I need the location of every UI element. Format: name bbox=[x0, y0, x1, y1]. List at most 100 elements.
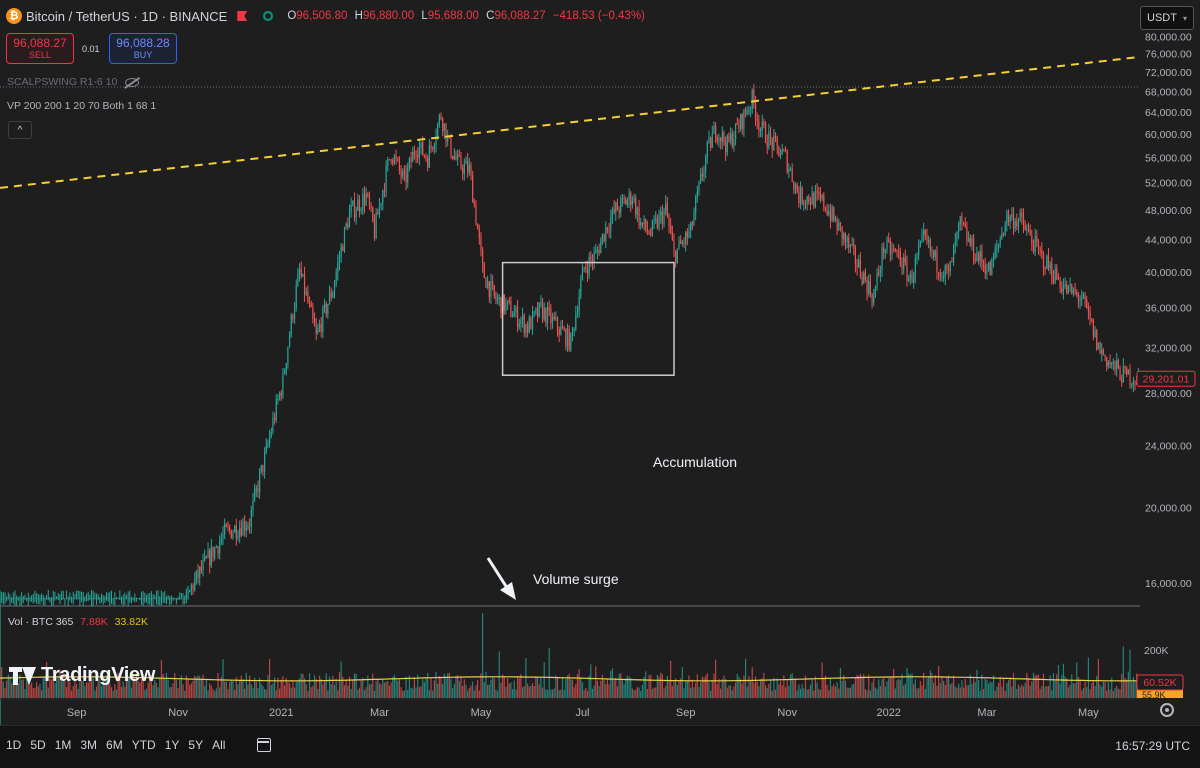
candle bbox=[269, 429, 271, 448]
indicator-volume-profile[interactable]: VP 200 200 1 20 70 Both 1 68 1 bbox=[7, 100, 157, 112]
range-3m[interactable]: 3M bbox=[80, 738, 98, 752]
candle bbox=[255, 484, 257, 498]
candle bbox=[415, 150, 417, 164]
volume-bar bbox=[460, 675, 462, 698]
candle bbox=[808, 194, 810, 205]
flag-icon[interactable] bbox=[237, 11, 248, 21]
volume-bar bbox=[373, 690, 376, 698]
currency-select[interactable]: USDT ▾ bbox=[1140, 6, 1194, 30]
volume-bar bbox=[818, 688, 820, 698]
price-axis[interactable]: 16,000.00 20,000.00 24,000.00 28,000.00 32,0… bbox=[1145, 31, 1192, 590]
range-ytd[interactable]: YTD bbox=[131, 738, 156, 752]
eye-hidden-icon[interactable] bbox=[125, 77, 140, 87]
volume-bar bbox=[194, 675, 196, 698]
volume-bar bbox=[898, 678, 900, 698]
candle bbox=[878, 265, 880, 277]
volume-bar bbox=[833, 684, 835, 698]
candle bbox=[1041, 242, 1043, 260]
candle bbox=[69, 592, 71, 601]
accumulation-box[interactable] bbox=[501, 261, 675, 376]
candle bbox=[530, 315, 532, 330]
volume-bar bbox=[74, 677, 76, 698]
candle bbox=[560, 320, 562, 336]
candle bbox=[858, 254, 860, 268]
candle bbox=[219, 535, 221, 560]
time-axis[interactable]: Sep Nov 2021 Mar May Jul Sep Nov 2022 Mar May bbox=[67, 707, 1100, 719]
volume-bar bbox=[219, 687, 221, 698]
candle bbox=[165, 595, 168, 605]
candle bbox=[430, 140, 432, 153]
volume-bar bbox=[600, 680, 602, 698]
volume-bar bbox=[744, 658, 747, 698]
tradingview-logo[interactable]: TradingView bbox=[9, 664, 155, 687]
utc-clock[interactable]: 16:57:29 UTC bbox=[1115, 739, 1190, 753]
candle bbox=[976, 246, 978, 262]
candle bbox=[605, 221, 607, 249]
indicator-scalpswing[interactable]: SCALPSWING R1-6 10 bbox=[7, 76, 140, 88]
volume-bar bbox=[244, 688, 246, 698]
candle bbox=[693, 207, 695, 226]
volume-bar bbox=[585, 687, 587, 698]
volume-bar bbox=[971, 683, 973, 698]
market-status-icon[interactable] bbox=[263, 11, 274, 21]
volume-bar bbox=[1029, 685, 1031, 698]
range-5d[interactable]: 5D bbox=[30, 738, 46, 752]
candle bbox=[190, 583, 192, 596]
volume-bar bbox=[576, 674, 579, 698]
candle bbox=[806, 195, 808, 211]
volume-bar bbox=[72, 686, 74, 698]
candle bbox=[125, 594, 128, 600]
candle bbox=[192, 583, 194, 595]
volume-bar bbox=[859, 673, 862, 698]
volume-bar bbox=[957, 683, 960, 698]
trendline[interactable] bbox=[0, 55, 1141, 189]
volume-bar bbox=[54, 682, 56, 698]
volume-bar bbox=[508, 683, 510, 698]
range-1d[interactable]: 1D bbox=[6, 738, 22, 752]
candle bbox=[224, 518, 226, 540]
volume-bar bbox=[1077, 676, 1080, 698]
candle bbox=[934, 249, 936, 261]
volume-bar bbox=[485, 671, 487, 698]
price-chart[interactable]: Accumulation Volume surge 16,000.00 20,00… bbox=[0, 0, 1200, 725]
volume-bar bbox=[571, 679, 574, 698]
candle bbox=[957, 221, 960, 240]
range-5y[interactable]: 5Y bbox=[188, 738, 204, 752]
volume-bar bbox=[270, 685, 272, 698]
symbol-title[interactable]: Bitcoin / TetherUS · 1D · BINANCE bbox=[26, 8, 228, 24]
volume-bar bbox=[1127, 671, 1129, 698]
gear-icon[interactable] bbox=[1160, 703, 1174, 717]
volume-bar bbox=[410, 687, 412, 698]
candle bbox=[340, 242, 342, 263]
candle bbox=[661, 204, 663, 230]
candle bbox=[961, 212, 963, 231]
candle bbox=[676, 248, 678, 264]
calendar-icon[interactable] bbox=[257, 738, 271, 752]
volume-bar bbox=[1001, 686, 1003, 698]
volume-bar bbox=[598, 686, 600, 698]
volume-bar bbox=[696, 674, 698, 698]
range-1m[interactable]: 1M bbox=[54, 738, 72, 752]
volume-bar bbox=[177, 688, 179, 698]
candle bbox=[287, 346, 289, 369]
volume-bar bbox=[533, 686, 535, 698]
range-1y[interactable]: 1Y bbox=[164, 738, 180, 752]
volume-bar bbox=[804, 675, 807, 698]
volume-bar bbox=[1011, 686, 1013, 698]
volume-bar bbox=[375, 681, 377, 698]
candle bbox=[172, 597, 174, 601]
volume-bar bbox=[773, 677, 775, 698]
volume-bar bbox=[26, 677, 28, 698]
range-6m[interactable]: 6M bbox=[106, 738, 123, 752]
range-all[interactable]: All bbox=[212, 738, 226, 752]
volume-bar bbox=[52, 677, 54, 698]
volume-bar bbox=[150, 674, 153, 698]
volume-bar bbox=[986, 680, 988, 698]
buy-button[interactable]: 96,088.28 BUY bbox=[109, 33, 177, 64]
volume-bar bbox=[57, 677, 59, 698]
sell-button[interactable]: 96,088.27 SELL bbox=[6, 33, 74, 64]
volume-bar bbox=[839, 667, 842, 698]
candle bbox=[72, 591, 74, 605]
volume-legend[interactable]: Vol · BTC 365 7.88K 33.82K bbox=[8, 616, 148, 628]
collapse-indicators-button[interactable]: ^ bbox=[8, 121, 32, 139]
